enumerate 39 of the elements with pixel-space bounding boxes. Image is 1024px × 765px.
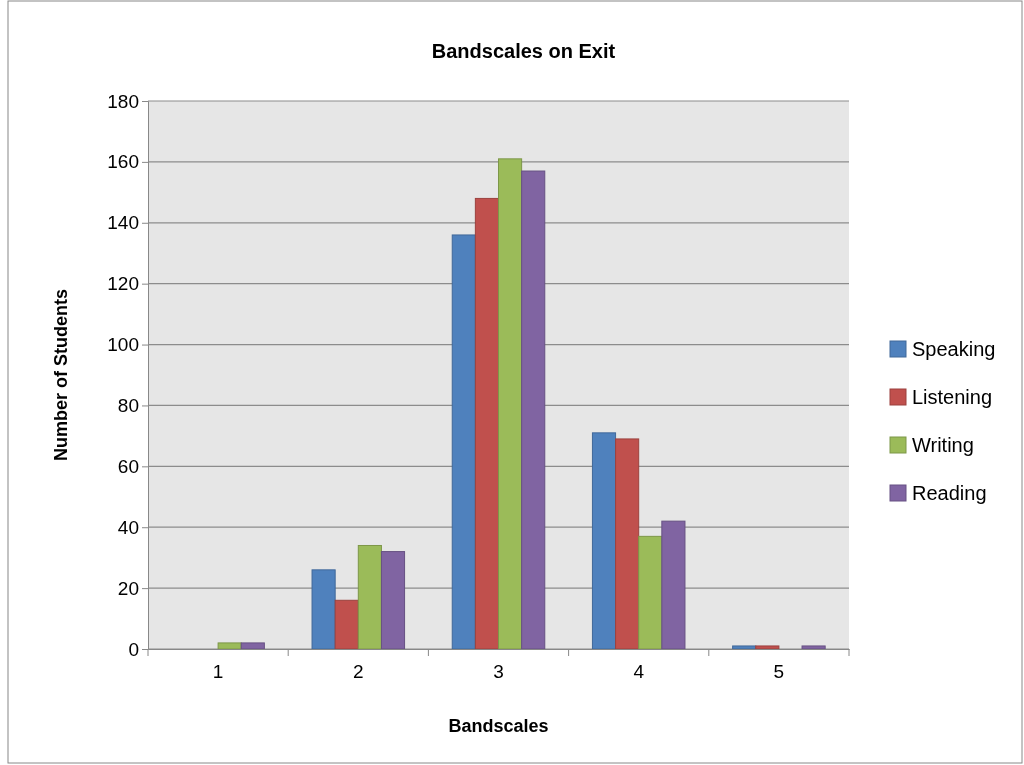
bar bbox=[801, 645, 826, 650]
y-axis-title: Number of Students bbox=[51, 288, 71, 462]
bar bbox=[357, 544, 382, 650]
bar bbox=[732, 645, 757, 650]
x-tick-label: 2 bbox=[353, 661, 364, 683]
x-tick-label: 3 bbox=[493, 661, 504, 683]
y-tick-label: 120 bbox=[107, 273, 139, 295]
bar bbox=[217, 642, 242, 650]
bar bbox=[451, 234, 476, 650]
bar bbox=[334, 599, 359, 650]
legend-label: Speaking bbox=[912, 338, 996, 360]
x-axis-title: Bandscales bbox=[448, 716, 549, 736]
bar bbox=[380, 551, 406, 650]
bar bbox=[474, 197, 499, 650]
y-tick-label: 60 bbox=[117, 455, 139, 477]
y-tick-label: 100 bbox=[107, 334, 139, 356]
legend-label: Reading bbox=[912, 482, 987, 504]
bar bbox=[755, 645, 780, 650]
legend-label: Listening bbox=[912, 386, 993, 408]
x-tick-label: 1 bbox=[212, 661, 224, 683]
bar bbox=[638, 535, 663, 650]
bar bbox=[521, 170, 546, 650]
x-tick-label: 4 bbox=[633, 661, 645, 683]
bar bbox=[240, 642, 265, 650]
bar bbox=[311, 569, 336, 650]
bar bbox=[498, 158, 523, 650]
y-tick-label: 160 bbox=[107, 151, 139, 173]
legend-label: Writing bbox=[912, 434, 974, 456]
y-tick-label: 180 bbox=[107, 90, 139, 112]
bar bbox=[661, 520, 686, 650]
bar bbox=[591, 432, 617, 650]
y-tick-label: 40 bbox=[117, 516, 139, 538]
y-tick-label: 140 bbox=[107, 212, 139, 234]
bar bbox=[615, 438, 640, 650]
y-tick-label: 0 bbox=[128, 638, 139, 660]
y-tick-label: 80 bbox=[117, 395, 139, 417]
chart-title: Bandscales on Exit bbox=[431, 40, 616, 62]
x-tick-label: 5 bbox=[773, 661, 785, 683]
y-tick-label: 20 bbox=[117, 577, 139, 599]
